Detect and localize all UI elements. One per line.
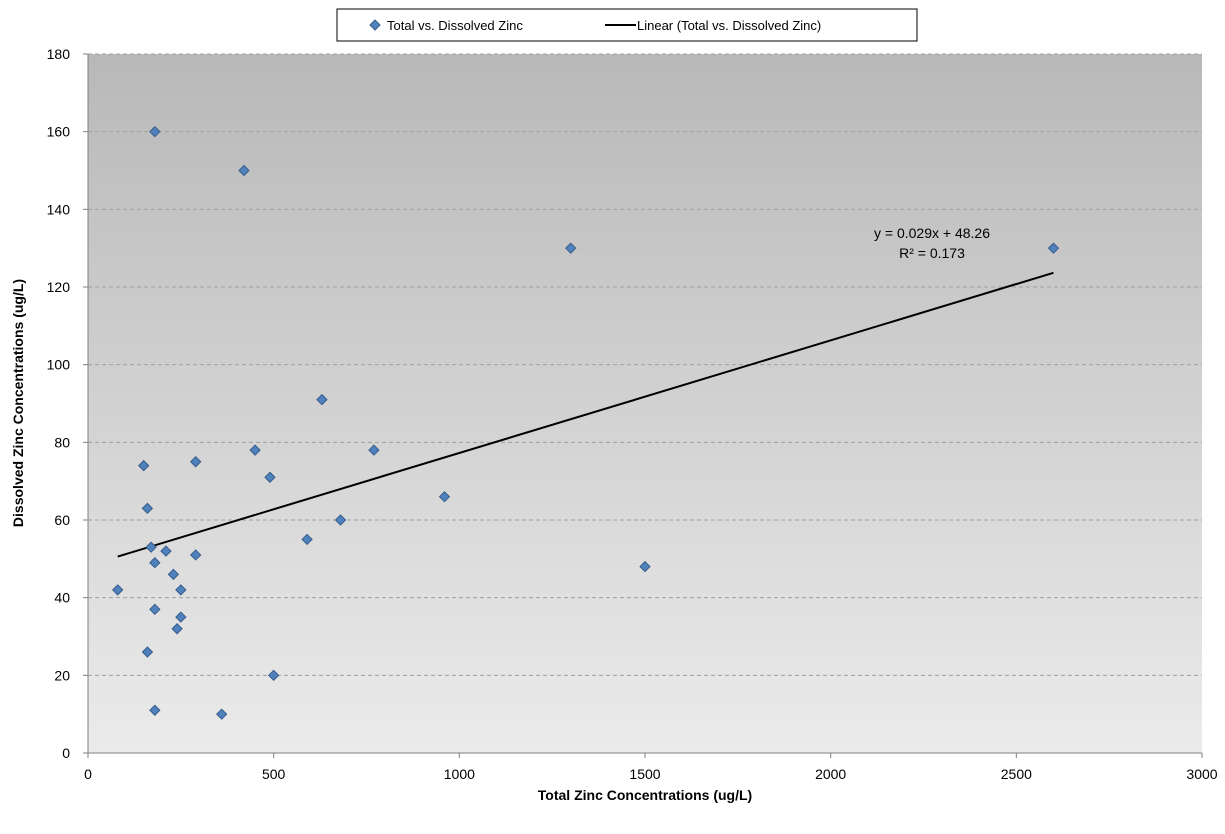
y-tick-label-1: 20	[54, 667, 70, 683]
data-point-26	[565, 242, 577, 254]
y-tick-label-3: 60	[54, 512, 70, 528]
x-axis-ticks: 0 500 1000 1500 2000 2500 3000	[84, 753, 1218, 782]
trendline	[117, 271, 1054, 558]
y-tick-label-9: 180	[47, 46, 71, 62]
data-point-18	[249, 444, 261, 456]
data-point-23	[334, 514, 347, 526]
y-tick-label-8: 160	[47, 124, 71, 140]
x-tick-label-0: 0	[84, 766, 92, 782]
data-point-16	[215, 708, 228, 720]
y-axis-ticks: 0 20 40 60 80 100 120 140 160 180	[47, 46, 88, 761]
data-point-4	[145, 541, 157, 553]
legend: Total vs. Dissolved Zinc Linear (Total v…	[336, 8, 918, 42]
legend-series-label: Total vs. Dissolved Zinc	[387, 18, 523, 33]
y-axis-title: Dissolved Zinc Concentrations (ug/L)	[10, 279, 26, 527]
data-point-28	[1047, 242, 1060, 254]
y-tick-label-5: 100	[47, 357, 71, 373]
x-tick-label-2: 1000	[444, 766, 475, 782]
legend-trendline-label: Linear (Total vs. Dissolved Zinc)	[637, 18, 821, 33]
data-point-20	[267, 669, 280, 682]
data-point-19	[264, 471, 276, 483]
x-tick-label-4: 2000	[815, 766, 846, 782]
data-point-22	[316, 393, 328, 406]
x-tick-label-5: 2500	[1001, 766, 1032, 782]
data-point-9	[160, 545, 172, 557]
data-point-0	[111, 584, 124, 596]
x-axis-title: Total Zinc Concentrations (ug/L)	[538, 787, 752, 803]
data-point-21	[301, 533, 313, 546]
y-tick-label-0: 0	[62, 745, 70, 761]
data-point-24	[368, 444, 380, 456]
y-tick-label-6: 120	[47, 279, 71, 295]
data-point-14	[189, 456, 202, 468]
y-tick-label-7: 140	[47, 201, 71, 217]
data-point-11	[171, 623, 183, 635]
data-point-8	[149, 125, 161, 138]
legend-marker-diamond	[369, 19, 381, 31]
y-tick-label-4: 80	[54, 434, 70, 450]
data-point-7	[149, 704, 161, 716]
gridlines	[88, 53, 1202, 676]
data-point-17	[238, 164, 250, 177]
data-point-12	[175, 584, 187, 596]
data-point-6	[149, 603, 161, 616]
data-point-5	[149, 557, 161, 569]
trendline-r-squared: R² = 0.173	[899, 245, 965, 261]
data-point-2	[141, 502, 154, 515]
y-tick-label-2: 40	[54, 590, 70, 606]
data-point-25	[438, 490, 451, 503]
plot-area	[88, 54, 1202, 753]
data-point-1	[137, 459, 150, 472]
data-point-27	[639, 560, 651, 573]
data-point-15	[189, 549, 202, 561]
data-point-13	[175, 611, 187, 623]
x-tick-label-1: 500	[262, 766, 286, 782]
data-points	[111, 125, 1060, 720]
data-point-3	[141, 646, 154, 658]
trendline-equation: y = 0.029x + 48.26	[874, 225, 990, 241]
trendline-group	[117, 271, 1054, 558]
data-point-10	[167, 568, 180, 581]
x-tick-label-6: 3000	[1186, 766, 1217, 782]
x-tick-label-3: 1500	[629, 766, 660, 782]
